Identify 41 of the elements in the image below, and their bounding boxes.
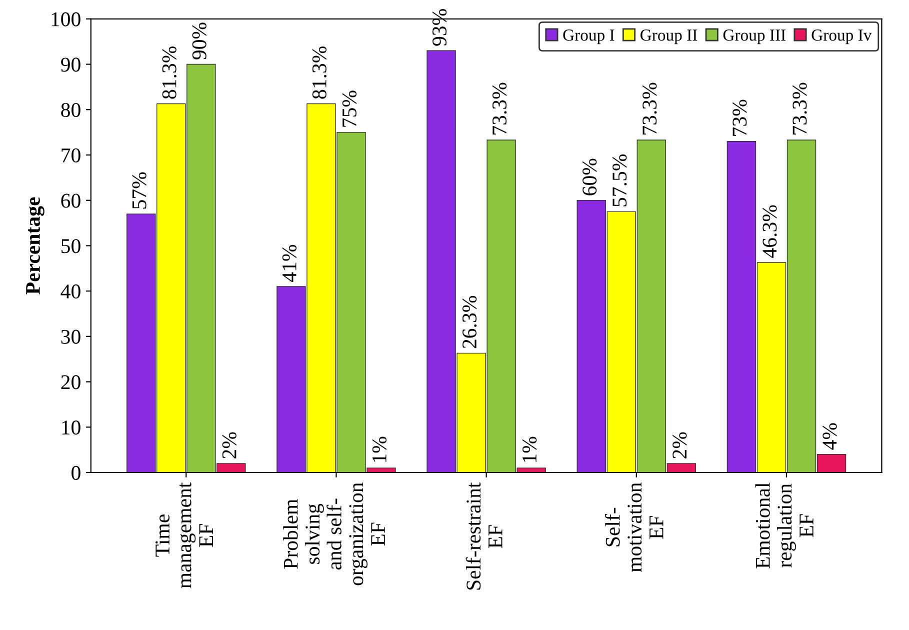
data-label: 4% [822,423,837,450]
data-label: 57% [132,172,146,209]
y-tick-label: 0 [72,466,80,480]
data-label: 90% [192,22,206,60]
x-tick-label: Self- motivation EF [604,482,664,572]
data-label: 41% [282,244,296,282]
legend-label: Group I [563,30,614,44]
x-tick-label: Problem solving and self- organization EF [283,482,385,586]
data-label: 57.5% [612,154,627,206]
y-tick-label: 80 [61,102,80,118]
y-tick-label: 70 [62,148,80,162]
x-tick-label: Self-restraint EF [466,482,502,590]
data-label: 73.3% [792,82,807,134]
data-label: 2% [672,432,687,458]
data-label: 2% [222,432,236,458]
x-tick-label: Emotional regulation EF [755,482,814,568]
data-label: 81.3% [162,46,176,99]
y-tick-label: 90 [61,58,80,72]
data-label: 73.3% [642,82,657,134]
data-label: 93% [432,9,447,46]
data-label: 81.3% [312,46,327,99]
x-tick-label: Time management EF [156,482,213,588]
y-tick-label: 50 [62,239,80,254]
y-axis-title: Percentage [26,197,44,294]
y-tick-label: 20 [61,375,80,390]
y-tick-label: 10 [62,420,80,435]
legend-label: Group II [640,30,698,44]
data-label: 73% [732,100,747,136]
data-label: 1% [522,436,537,462]
data-label: 75% [342,90,357,127]
data-label: 60% [582,158,597,196]
data-label: 26.3% [462,296,477,348]
legend-label: Group III [723,30,786,44]
legend-label: Group Iv [812,30,872,44]
y-tick-label: 100 [52,12,80,26]
data-label: 1% [372,436,387,462]
data-label: 46.3% [762,205,777,258]
y-tick-label: 30 [61,330,80,344]
data-label: 73.3% [492,82,507,134]
y-tick-label: 40 [60,284,80,298]
y-tick-label: 60 [61,194,80,208]
